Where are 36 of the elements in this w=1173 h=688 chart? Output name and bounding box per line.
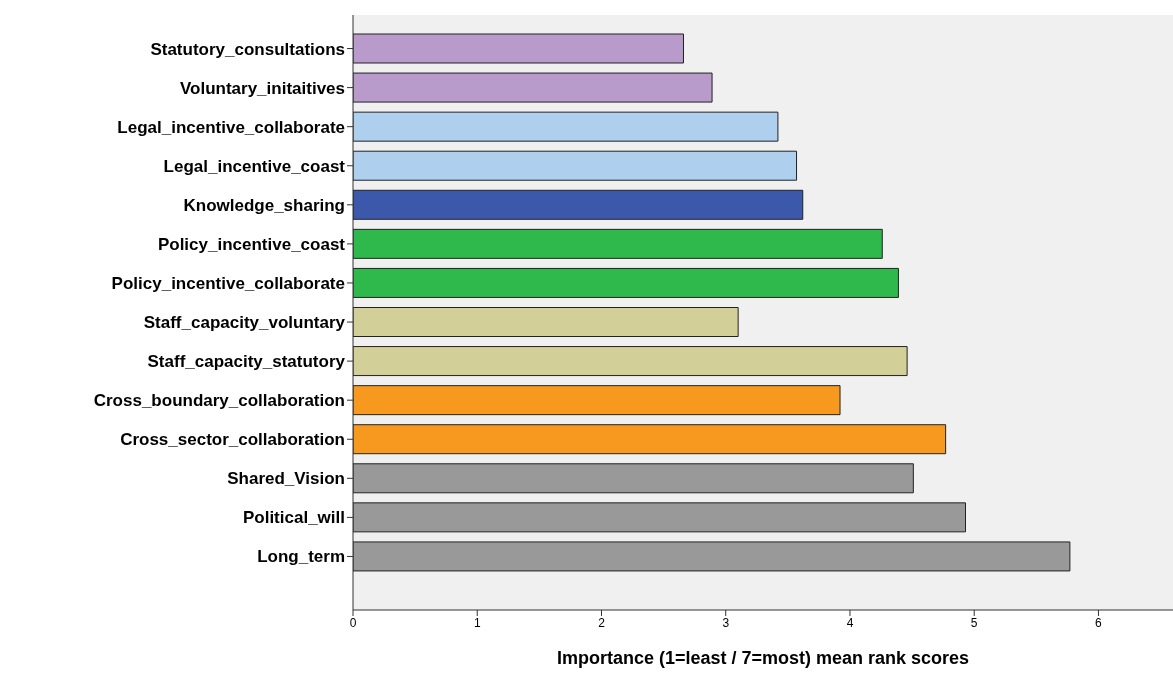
- x-tick-label: 0: [349, 615, 357, 630]
- y-tick-label: Political_will: [242, 508, 345, 528]
- bar: [353, 541, 1071, 572]
- bar: [353, 385, 841, 416]
- y-tick-label: Legal_incentive_coast: [163, 156, 346, 176]
- y-tick-label: Legal_incentive_collaborate: [117, 117, 345, 137]
- bar: [353, 346, 908, 377]
- bar: [353, 502, 967, 533]
- bar: [353, 72, 713, 103]
- y-tick-label: Policy_incentive_collaborate: [111, 274, 345, 293]
- y-tick-label: Staff_capacity_voluntary: [143, 313, 346, 333]
- y-tick-label: Knowledge_sharing: [183, 195, 345, 215]
- bar: [353, 33, 684, 64]
- x-tick-label: 3: [722, 615, 730, 630]
- bar: [353, 307, 739, 337]
- y-tick-label: Long_term: [257, 547, 345, 567]
- y-tick-label: Voluntary_initaitives: [179, 78, 345, 98]
- bar: [353, 189, 804, 220]
- bar: [353, 150, 798, 181]
- x-tick-label: 1: [473, 615, 481, 630]
- x-tick-label: 4: [846, 615, 854, 630]
- y-tick-label: Statutory_consultations: [150, 39, 345, 59]
- x-tick-label: 5: [970, 615, 978, 630]
- bar: [353, 228, 883, 259]
- x-tick-label: 6: [1095, 615, 1103, 630]
- y-tick-label: Cross_sector_collaboration: [120, 430, 345, 450]
- bar: [353, 463, 914, 494]
- y-tick-label: Policy_incentive_coast: [157, 234, 346, 254]
- y-tick-label: Cross_boundary_collaboration: [93, 391, 345, 411]
- bar: [353, 267, 899, 298]
- y-tick-label: Staff_capacity_statutory: [147, 352, 346, 372]
- x-axis-title: Importance (1=least / 7=most) mean rank scores: [555, 648, 971, 669]
- y-tick-label: Shared_Vision: [227, 469, 345, 489]
- bar: [353, 111, 779, 142]
- bar: [353, 424, 947, 455]
- x-tick-label: 2: [598, 615, 606, 630]
